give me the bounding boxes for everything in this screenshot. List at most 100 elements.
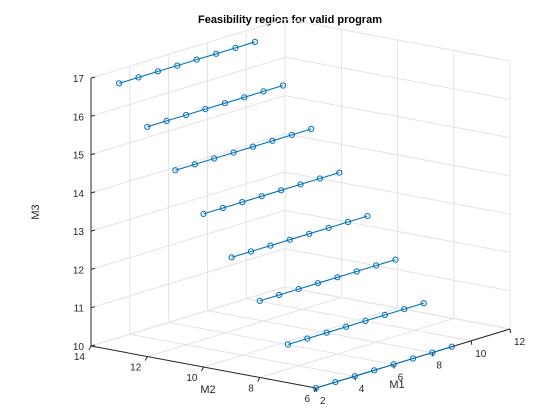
data-point-marker xyxy=(353,268,360,275)
z-tick-label: 13 xyxy=(73,227,85,238)
grid-line xyxy=(90,56,286,117)
grid-line xyxy=(284,209,511,253)
data-point-marker xyxy=(334,274,341,281)
data-point-marker xyxy=(392,256,399,263)
x-tick-label: 10 xyxy=(475,349,487,360)
data-point-marker xyxy=(390,361,397,368)
series-line xyxy=(203,172,340,215)
data-point-marker xyxy=(409,355,417,362)
data-point-marker xyxy=(364,213,371,220)
z-tick-label: 16 xyxy=(73,112,85,123)
grid-line xyxy=(147,297,342,357)
grid-line xyxy=(90,171,286,232)
data-point-marker xyxy=(172,167,179,174)
data-point-marker xyxy=(228,254,235,261)
x-tick-mark xyxy=(470,340,473,345)
z-tick-mark xyxy=(90,229,96,232)
data-point-marker xyxy=(325,224,332,231)
z-tick-label: 14 xyxy=(73,189,85,200)
y-tick-mark xyxy=(257,377,261,382)
data-point-marker xyxy=(344,218,352,226)
data-point-marker xyxy=(202,106,209,113)
grid-line xyxy=(284,286,511,330)
data-point-marker xyxy=(239,199,246,206)
data-point-marker xyxy=(316,175,323,182)
y-tick-mark xyxy=(88,345,92,351)
data-point-marker xyxy=(276,291,283,299)
grid-line xyxy=(90,18,286,79)
data-point-marker xyxy=(247,248,255,255)
data-point-marker xyxy=(144,123,151,130)
data-point-marker xyxy=(323,329,330,336)
data-point-marker xyxy=(304,335,311,342)
data-point-marker xyxy=(288,131,295,138)
data-point-marker xyxy=(260,88,267,95)
grid-line xyxy=(259,318,454,378)
z-tick-mark xyxy=(90,306,96,309)
x-tick-mark xyxy=(431,352,434,357)
x-tick-label: 12 xyxy=(514,337,526,348)
data-point-marker xyxy=(295,286,302,293)
x-tick-label: 4 xyxy=(359,384,365,395)
x-tick-mark xyxy=(393,364,395,369)
z-tick-mark xyxy=(90,344,96,347)
grid-line xyxy=(284,95,511,139)
data-point-marker xyxy=(213,50,220,57)
y-tick-label: 12 xyxy=(130,363,142,374)
data-point-marker xyxy=(314,280,321,287)
z-tick-mark xyxy=(90,76,96,79)
data-point-marker xyxy=(183,111,190,119)
series-line xyxy=(147,84,284,128)
data-point-marker xyxy=(286,236,293,243)
data-point-marker xyxy=(256,297,263,304)
data-point-marker xyxy=(232,44,239,52)
data-point-marker xyxy=(306,230,313,237)
series-line xyxy=(259,259,396,302)
x-tick-mark xyxy=(509,328,512,334)
y-tick-label: 10 xyxy=(186,373,198,384)
data-point-marker xyxy=(221,100,228,107)
data-point-marker xyxy=(351,373,358,380)
data-point-marker xyxy=(211,155,218,162)
data-point-marker xyxy=(336,169,343,176)
grid-line xyxy=(284,133,511,177)
grid-line xyxy=(90,248,286,309)
data-point-marker xyxy=(200,210,207,217)
grid-line xyxy=(284,56,511,100)
data-point-marker xyxy=(308,125,315,133)
z-axis-label: M3 xyxy=(30,204,42,219)
data-point-marker xyxy=(219,204,226,212)
data-point-marker xyxy=(371,367,378,374)
series-line xyxy=(231,215,368,258)
data-point-marker xyxy=(429,349,436,356)
x-tick-label: 8 xyxy=(436,361,442,372)
z-tick-label: 12 xyxy=(73,265,85,276)
grid-line xyxy=(203,307,398,368)
data-point-marker xyxy=(278,187,285,194)
axis-layer xyxy=(88,76,512,393)
x-tick-label: 6 xyxy=(398,372,404,383)
data-point-marker xyxy=(191,161,198,168)
grid-line xyxy=(284,248,511,292)
data-point-marker xyxy=(381,311,388,319)
series-line xyxy=(287,302,424,346)
grid-line xyxy=(90,286,286,347)
data-point-marker xyxy=(343,323,350,330)
data-point-marker xyxy=(193,56,200,63)
grid-line xyxy=(90,95,286,156)
data-point-marker xyxy=(284,341,291,348)
y-axis-label: M2 xyxy=(200,384,215,396)
z-tick-mark xyxy=(90,153,96,156)
grid-layer xyxy=(90,18,511,389)
z-tick-mark xyxy=(90,191,96,194)
data-point-marker xyxy=(154,68,161,75)
grid-line xyxy=(90,209,286,270)
grid-line xyxy=(284,18,511,62)
data-point-marker xyxy=(420,300,427,307)
z-tick-mark xyxy=(90,267,96,270)
data-point-marker xyxy=(135,74,142,81)
x-tick-label: 2 xyxy=(320,396,326,407)
y-tick-label: 6 xyxy=(304,394,310,405)
